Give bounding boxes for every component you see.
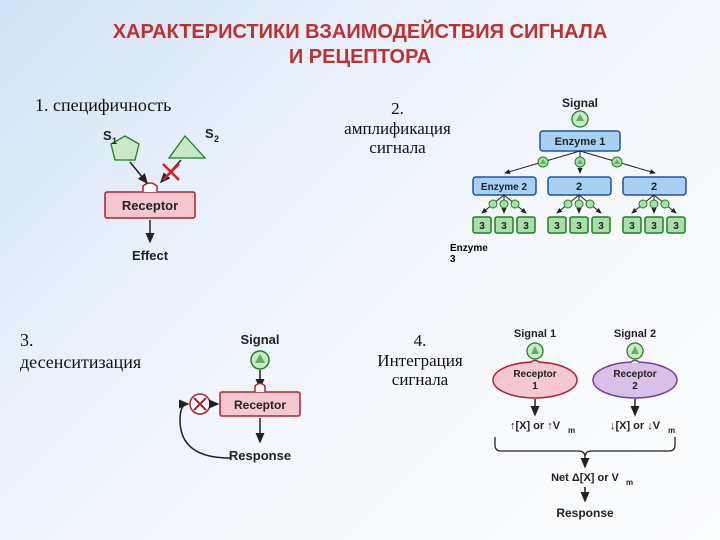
- svg-text:3: 3: [501, 221, 507, 232]
- svg-text:3: 3: [598, 221, 604, 232]
- svg-text:3: 3: [554, 221, 560, 232]
- svg-text:Receptor: Receptor: [613, 369, 656, 380]
- diagram-desensitization: Signal Receptor Response: [160, 330, 340, 490]
- svg-text:S: S: [205, 126, 214, 141]
- svg-text:Signal 2: Signal 2: [614, 328, 656, 340]
- panel-integration: 4.Интеграциясигнала Signal 1 Signal 2 Re…: [370, 325, 715, 525]
- svg-text:3: 3: [479, 221, 485, 232]
- svg-text:2: 2: [632, 381, 638, 392]
- svg-text:S: S: [103, 128, 112, 143]
- svg-text:3: 3: [673, 221, 679, 232]
- enzyme3-label: Enzyme3: [450, 243, 488, 265]
- svg-text:Enzyme 1: Enzyme 1: [555, 136, 606, 148]
- label-2: 2. амплификация сигнала: [340, 95, 455, 158]
- panel-specificity: 1. специфичность Receptor S 1 S 2 Effect: [35, 95, 325, 282]
- svg-text:2: 2: [576, 181, 582, 193]
- svg-text:1: 1: [112, 136, 117, 146]
- svg-text:2: 2: [651, 181, 657, 193]
- svg-text:3: 3: [651, 221, 657, 232]
- svg-text:m: m: [568, 426, 575, 435]
- svg-text:m: m: [668, 426, 675, 435]
- svg-text:1: 1: [532, 381, 538, 392]
- diagram-specificity: Receptor S 1 S 2 Effect: [65, 122, 265, 282]
- svg-text:Effect: Effect: [132, 248, 169, 263]
- svg-text:3: 3: [576, 221, 582, 232]
- title-line1: ХАРАКТЕРИСТИКИ ВЗАИМОДЕЙСТВИЯ СИГНАЛА: [113, 21, 608, 43]
- svg-text:Receptor: Receptor: [234, 398, 286, 412]
- label-3: 3.десенситизация: [20, 330, 160, 373]
- svg-text:Signal: Signal: [562, 96, 598, 110]
- svg-text:↓[X] or ↓V: ↓[X] or ↓V: [610, 420, 661, 432]
- svg-text:Enzyme 2: Enzyme 2: [481, 182, 528, 193]
- label-4: 4.Интеграциясигнала: [370, 325, 470, 390]
- slide-title: ХАРАКТЕРИСТИКИ ВЗАИМОДЕЙСТВИЯ СИГНАЛА И …: [0, 20, 720, 70]
- svg-text:↑[X] or ↑V: ↑[X] or ↑V: [510, 420, 561, 432]
- svg-text:Response: Response: [229, 448, 291, 463]
- diagram-integration: Signal 1 Signal 2 Receptor 1 Receptor 2 …: [470, 325, 705, 525]
- svg-text:Response: Response: [556, 506, 614, 520]
- label-1: 1. специфичность: [35, 95, 325, 116]
- svg-text:3: 3: [523, 221, 529, 232]
- svg-text:2: 2: [214, 134, 219, 144]
- svg-text:Net Δ[X] or V: Net Δ[X] or V: [551, 472, 619, 484]
- svg-text:m: m: [626, 478, 633, 487]
- svg-text:Signal: Signal: [240, 332, 279, 347]
- svg-text:3: 3: [629, 221, 635, 232]
- title-line2: И РЕЦЕПТОРА: [289, 46, 431, 68]
- panel-amplification: 2. амплификация сигнала Signal Enzyme 1: [340, 95, 715, 275]
- diagram-amplification: Signal Enzyme 1 Enzyme 2 2 2: [455, 95, 710, 275]
- receptor-text: Receptor: [122, 198, 178, 213]
- panel-desensitization: 3.десенситизация Signal Receptor Respo: [20, 330, 340, 490]
- svg-text:Signal 1: Signal 1: [514, 328, 556, 340]
- svg-text:Receptor: Receptor: [513, 369, 556, 380]
